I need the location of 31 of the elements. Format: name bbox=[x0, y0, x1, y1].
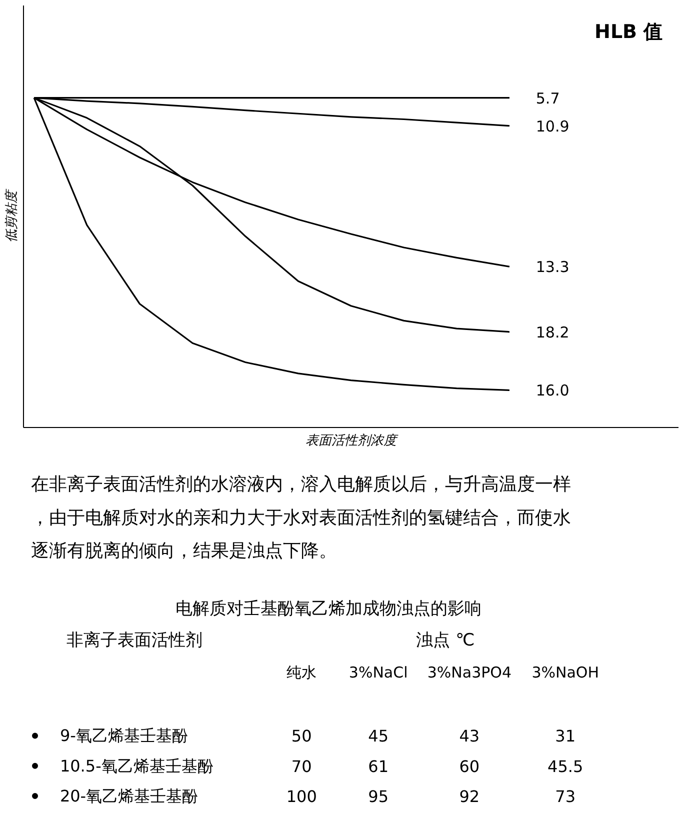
data-label: 61 bbox=[368, 756, 389, 776]
series-label: 13.3 bbox=[536, 258, 570, 276]
category-label: 3%NaCl bbox=[348, 663, 408, 682]
data-label: 43 bbox=[459, 726, 480, 746]
data-label: 95 bbox=[368, 787, 389, 806]
data-label: 73 bbox=[555, 787, 576, 806]
category-label: 3%NaOH bbox=[532, 663, 599, 682]
data-label: 92 bbox=[459, 787, 480, 806]
legend-label: 20-氧乙烯基壬基酚 bbox=[60, 786, 198, 806]
data-label: 70 bbox=[291, 756, 312, 776]
category-label: 3%Na3PO4 bbox=[427, 663, 512, 682]
x-axis-title: 表面活性剂浓度 bbox=[306, 432, 398, 448]
legend-label: 10.5-氧乙烯基壬基酚 bbox=[60, 756, 214, 776]
data-label: 31 bbox=[555, 726, 576, 746]
text: 浊点 ℃ bbox=[416, 630, 475, 650]
legend-title: HLB 值 bbox=[594, 20, 663, 43]
data-label: 50 bbox=[291, 726, 312, 746]
series-label: 18.2 bbox=[536, 323, 570, 342]
data-label: 45.5 bbox=[548, 756, 584, 776]
series-label: 10.9 bbox=[536, 117, 570, 136]
data-label: 60 bbox=[459, 756, 480, 776]
series-label: 5.7 bbox=[536, 89, 560, 108]
text: 电解质对壬基酚氧乙烯加成物浊点的影响 bbox=[175, 599, 482, 620]
data-label: 100 bbox=[286, 787, 317, 806]
data-label: 45 bbox=[368, 726, 389, 746]
legend-label: 9-氧乙烯基壬基酚 bbox=[60, 726, 188, 746]
y-axis-title: 低剪粘度 bbox=[4, 188, 18, 242]
series-label: 16.0 bbox=[536, 382, 570, 400]
text: 非离子表面活性剂 bbox=[66, 630, 203, 650]
category-label: 纯水 bbox=[286, 663, 317, 682]
text: 在非离子表面活性剂的水溶液内，溶入电解质以后，与升高温度一样，由于电解质对水的亲和力大于水对表面活性剂的氢键结合，而使水逐渐有脱离的倾向，结果是浊点下降。 bbox=[31, 474, 572, 562]
